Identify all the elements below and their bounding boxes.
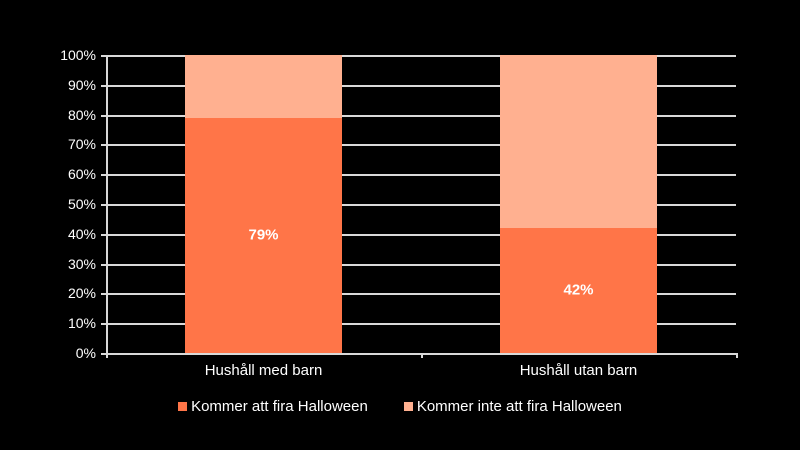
x-tick-label: Hushåll med barn bbox=[204, 362, 323, 379]
y-tick-label: 70% bbox=[67, 136, 96, 153]
gridline bbox=[106, 114, 736, 117]
x-tick bbox=[106, 353, 108, 358]
y-tick-label: 20% bbox=[67, 285, 96, 302]
data-label: 42% bbox=[563, 281, 594, 299]
legend-item: Kommer inte att fira Halloween bbox=[403, 398, 622, 415]
gridline bbox=[106, 204, 736, 206]
y-tick bbox=[101, 174, 106, 177]
bar-segment bbox=[500, 227, 657, 353]
y-tick-label: 90% bbox=[67, 76, 96, 93]
y-tick-label: 40% bbox=[67, 225, 96, 242]
plot-area: 79% 42% bbox=[101, 55, 738, 358]
y-tick bbox=[101, 353, 106, 355]
x-tick bbox=[736, 353, 738, 358]
gridline bbox=[106, 55, 736, 57]
y-tick bbox=[101, 55, 106, 57]
y-tick-label: 50% bbox=[67, 196, 96, 212]
y-tick bbox=[101, 204, 106, 206]
y-tick-label: 30% bbox=[67, 255, 96, 272]
y-tick bbox=[101, 323, 106, 326]
legend-label: Kommer att fira Halloween bbox=[191, 398, 368, 415]
x-tick-label: Hushåll utan barn bbox=[519, 362, 638, 379]
legend-label: Kommer inte att fira Halloween bbox=[416, 398, 622, 415]
data-label: 79% bbox=[248, 226, 279, 244]
y-tick bbox=[101, 293, 106, 296]
y-tick-label: 60% bbox=[67, 166, 96, 183]
gridline bbox=[106, 263, 736, 266]
y-tick bbox=[101, 144, 106, 147]
gridline bbox=[106, 84, 736, 87]
gridline bbox=[106, 293, 736, 296]
bar-segment bbox=[185, 117, 342, 353]
y-tick-label: 100% bbox=[60, 47, 96, 63]
legend-swatch-icon bbox=[178, 402, 188, 411]
bar-segment bbox=[185, 55, 342, 118]
y-tick bbox=[101, 114, 106, 117]
gridline bbox=[106, 174, 736, 177]
gridline bbox=[106, 144, 736, 147]
legend-item: Kommer att fira Halloween bbox=[178, 398, 368, 415]
bar-1: 42% bbox=[500, 55, 657, 353]
bar-segment bbox=[500, 55, 657, 228]
y-tick-label: 80% bbox=[67, 106, 96, 123]
gridline bbox=[106, 233, 736, 236]
gridline bbox=[106, 323, 736, 326]
y-tick-label: 10% bbox=[67, 315, 96, 332]
y-tick bbox=[101, 233, 106, 236]
y-tick bbox=[101, 263, 106, 266]
legend-swatch-icon bbox=[403, 402, 413, 411]
y-tick-label: 0% bbox=[75, 345, 96, 361]
y-tick bbox=[101, 84, 106, 87]
x-tick bbox=[421, 353, 423, 358]
bar-0: 79% bbox=[185, 55, 342, 353]
legend: Kommer att fira Halloween Kommer inte att… bbox=[0, 398, 800, 415]
